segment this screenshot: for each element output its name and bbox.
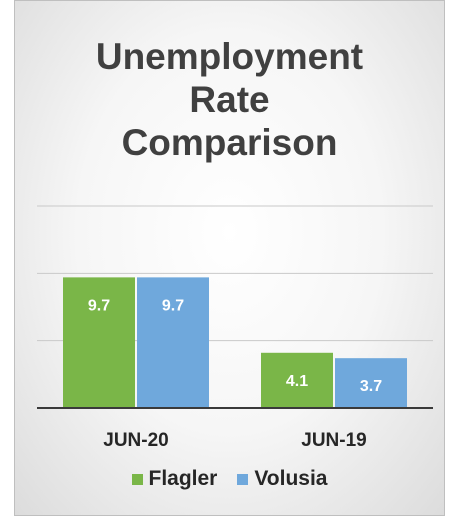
- chart-title-line: Rate: [189, 79, 270, 120]
- chart-legend: Flagler Volusia: [15, 467, 444, 491]
- bar-volusia-jun-19: [335, 358, 407, 408]
- legend-label-volusia: Volusia: [254, 467, 328, 490]
- legend-label-flagler: Flagler: [148, 467, 218, 490]
- chart-plot-area: 9.7 9.7 JUN-20 4.1 3.7 JUN-19: [37, 205, 433, 451]
- chart-title: Unemployment Rate Comparison: [15, 35, 444, 164]
- data-label: 4.1: [286, 373, 308, 390]
- legend-entry-volusia: Volusia: [237, 467, 328, 491]
- data-label: 9.7: [162, 297, 184, 314]
- data-label: 3.7: [360, 378, 382, 395]
- bar-flagler-jun-20: [63, 277, 135, 408]
- chart-title-line: Comparison: [121, 122, 338, 163]
- data-label: 9.7: [88, 297, 110, 314]
- legend-swatch-volusia: [237, 473, 249, 485]
- legend-entry-flagler: Flagler: [131, 467, 218, 491]
- x-tick-label: JUN-19: [301, 430, 366, 451]
- legend-swatch-flagler: [131, 473, 143, 485]
- x-tick-label: JUN-20: [103, 430, 168, 451]
- bar-flagler-jun-19: [261, 352, 333, 408]
- chart-title-line: Unemployment: [95, 36, 364, 77]
- bar-volusia-jun-20: [137, 277, 209, 408]
- chart-frame: Unemployment Rate Comparison 9.7 9.7 JUN-2…: [14, 0, 445, 516]
